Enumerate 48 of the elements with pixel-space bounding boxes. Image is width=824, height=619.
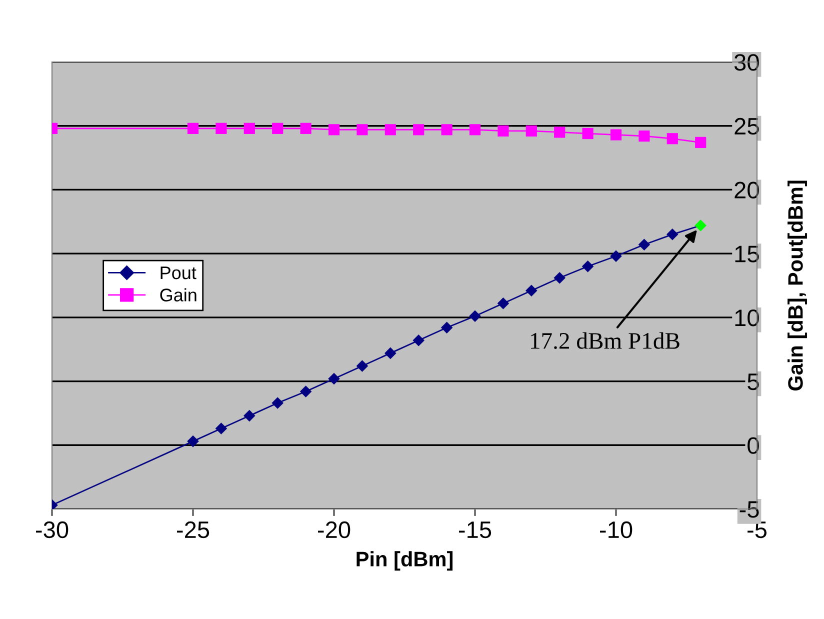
y-axis-title: Gain [dB], Pout[dBm] — [788, 180, 807, 391]
x-tick-label: -30 — [36, 521, 68, 538]
point — [526, 125, 537, 137]
point — [272, 397, 284, 409]
point — [498, 125, 509, 137]
point — [300, 386, 312, 398]
x-axis-title: Pin [dBm] — [356, 551, 453, 571]
point — [695, 136, 706, 148]
point — [215, 422, 228, 434]
point — [497, 297, 510, 310]
point — [440, 322, 453, 334]
point — [582, 260, 594, 272]
x-tick-label: -15 — [458, 522, 492, 538]
point — [216, 122, 227, 134]
point — [187, 122, 199, 134]
point — [356, 124, 368, 136]
point — [244, 122, 255, 134]
point — [469, 124, 481, 136]
x-tick-label: -20 — [318, 521, 350, 538]
point — [244, 410, 256, 422]
x-tick-label: -10 — [600, 521, 632, 538]
annotation: 17.2 dBm P1dB — [531, 332, 680, 349]
point — [582, 128, 594, 140]
point — [638, 238, 650, 251]
point — [469, 310, 481, 322]
point — [384, 124, 396, 136]
point — [328, 372, 340, 385]
point — [554, 272, 566, 284]
legend-label: Pout — [160, 266, 196, 280]
legend-label: Gain — [160, 288, 196, 302]
point — [356, 360, 368, 372]
point — [412, 334, 424, 346]
point — [441, 124, 452, 136]
point — [272, 122, 284, 134]
point — [610, 250, 622, 262]
point — [694, 220, 706, 232]
point — [413, 124, 424, 136]
point — [526, 284, 538, 296]
point — [638, 130, 650, 142]
point — [300, 122, 312, 134]
point — [384, 347, 396, 360]
point — [666, 228, 678, 240]
point — [554, 126, 566, 138]
point — [610, 129, 622, 140]
point — [666, 133, 678, 144]
point — [187, 435, 199, 448]
x-tick-label: -25 — [176, 521, 210, 538]
point — [328, 124, 340, 136]
